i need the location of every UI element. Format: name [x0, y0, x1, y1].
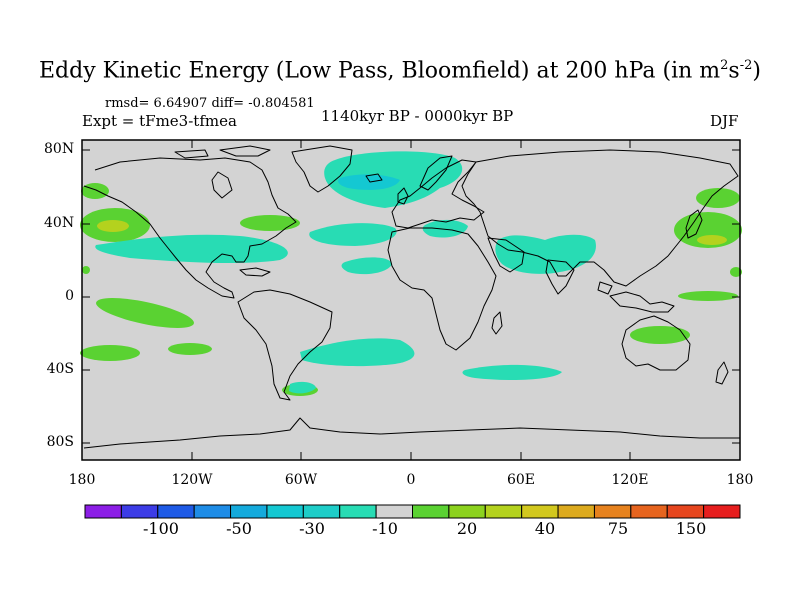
- field-s-pacific-2: [168, 343, 212, 355]
- field-w-edge: [82, 266, 90, 274]
- colorbar-swatch: [703, 504, 741, 519]
- lon-label-0: 0: [406, 472, 416, 488]
- coast-australia: [621, 315, 691, 371]
- coast-new-zealand: [715, 361, 729, 385]
- coast-hudson-bay: [211, 171, 233, 199]
- experiment-label: Expt = tFme3-tfmea: [82, 112, 237, 130]
- colorbar-swatch: [593, 504, 632, 519]
- field-australia: [630, 326, 690, 344]
- negative-cores: [338, 174, 400, 190]
- season-label: DJF: [710, 112, 739, 130]
- coast-south-america: [237, 289, 333, 401]
- coast-europe: [391, 159, 485, 229]
- colorbar-label: 75: [607, 519, 629, 538]
- coast-madagascar: [491, 311, 503, 335]
- colorbar-label: -10: [372, 519, 398, 538]
- coast-asia: [461, 149, 739, 287]
- lat-label-80n: 80N: [44, 141, 75, 157]
- coast-scandinavia: [419, 155, 453, 191]
- colorbar-swatch: [375, 504, 413, 519]
- coast-iceland: [365, 173, 383, 183]
- colorbar-label: 150: [675, 519, 707, 538]
- colorbar-swatch: [448, 504, 486, 519]
- coast-north-america: [83, 157, 297, 299]
- colorbar-swatch: [230, 504, 268, 519]
- field-trop-pacific: [678, 291, 738, 301]
- lon-label-60e: 60E: [506, 472, 536, 488]
- field-mid-atlantic: [309, 223, 397, 246]
- positive-cores: [97, 220, 727, 245]
- lon-label-180e: 180: [726, 472, 754, 488]
- lat-label-40n: 40N: [44, 215, 75, 231]
- colorbar-swatch: [630, 504, 668, 519]
- colorbar: [84, 504, 741, 519]
- colorbar-swatch: [84, 504, 122, 519]
- field-arabia-india: [495, 234, 596, 274]
- lon-label-120w: 120W: [171, 472, 213, 488]
- lat-label-40s: 40S: [46, 361, 74, 377]
- field-alaska-edge: [81, 183, 109, 199]
- colorbar-swatch: [412, 504, 450, 519]
- lon-label-180w: 180: [68, 472, 96, 488]
- colorbar-swatch: [521, 504, 559, 519]
- colorbar-swatch: [557, 504, 595, 519]
- field-e-edge: [730, 267, 742, 277]
- coastlines: [83, 145, 740, 449]
- field-patagonia: [289, 381, 316, 394]
- colorbar-swatch: [666, 504, 705, 519]
- colorbar-swatch: [339, 504, 377, 519]
- coast-britain: [397, 187, 409, 205]
- period-label: 1140kyr BP - 0000kyr BP: [321, 107, 514, 125]
- field-subtropical-jet-atlantic: [95, 234, 288, 264]
- colorbar-label: -100: [143, 519, 179, 538]
- core-n-pacific-west: [97, 220, 129, 232]
- colorbar-swatch: [157, 504, 195, 519]
- anomaly-fields: [80, 151, 742, 396]
- lon-label-120e: 120E: [611, 472, 649, 488]
- field-s-atlantic: [300, 338, 415, 367]
- stats-line: rmsd= 6.64907 diff= -0.804581: [105, 96, 315, 111]
- plot-title: Eddy Kinetic Energy (Low Pass, Bloomfiel…: [39, 58, 761, 84]
- colorbar-swatch: [302, 504, 341, 519]
- field-n-africa-atlantic: [341, 257, 392, 275]
- field-mediterranean: [422, 219, 468, 238]
- lon-label-60w: 60W: [284, 472, 318, 488]
- colorbar-label: -30: [299, 519, 325, 538]
- core-nw-pacific: [697, 235, 727, 245]
- coast-arabia: [487, 237, 525, 273]
- coast-arctic-islands: [174, 145, 271, 159]
- colorbar-label: -50: [226, 519, 252, 538]
- colorbar-swatch: [193, 504, 232, 519]
- colorbar-swatch: [266, 504, 304, 519]
- coast-india: [545, 259, 575, 295]
- coast-se-asia-islands: [597, 281, 675, 313]
- field-n-atlantic: [240, 215, 300, 231]
- core-n-atlantic: [338, 174, 400, 190]
- lat-label-0: 0: [65, 288, 74, 304]
- field-s-pacific: [80, 345, 140, 361]
- colorbar-swatch: [120, 504, 159, 519]
- colorbar-label: 40: [534, 519, 556, 538]
- coast-antarctica: [83, 417, 740, 449]
- colorbar-label: 20: [456, 519, 478, 538]
- field-s-indian: [462, 364, 562, 380]
- coast-caribbean: [239, 267, 271, 277]
- coast-africa: [387, 227, 497, 351]
- colorbar-swatch: [484, 504, 523, 519]
- coast-japan: [685, 209, 703, 239]
- field-e-pacific: [96, 298, 194, 328]
- coast-greenland: [291, 145, 353, 193]
- axis-ticks: [81, 140, 741, 460]
- lat-label-80s: 80S: [46, 434, 74, 450]
